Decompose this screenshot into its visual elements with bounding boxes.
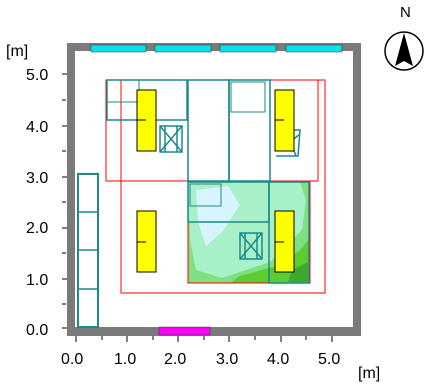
- luminaire: [136, 210, 157, 273]
- luminaire: [274, 89, 295, 152]
- desk: [189, 183, 222, 207]
- window: [90, 44, 147, 53]
- illum-edge: [288, 262, 308, 282]
- window: [285, 44, 343, 53]
- north-arrow-icon: [395, 33, 413, 66]
- luminaire: [136, 89, 157, 152]
- x-tick-label: 5.0: [318, 351, 340, 368]
- x-tick-label: 1.0: [114, 351, 136, 368]
- y-tick-marks: [62, 73, 68, 329]
- north-compass: N: [384, 4, 424, 71]
- y-tick-label: 3.0: [26, 170, 48, 187]
- luminaire: [274, 210, 295, 273]
- desk: [230, 81, 266, 113]
- door: [158, 326, 211, 336]
- window: [154, 44, 212, 53]
- x-tick-label: 4.0: [267, 351, 289, 368]
- y-tick-labels: 5.0 4.0 3.0 2.0 1.0 0.0: [26, 67, 48, 339]
- x-tick-label: 3.0: [216, 351, 238, 368]
- y-tick-label: 0.0: [26, 322, 48, 339]
- x-tick-labels: 0.0 1.0 2.0 3.0 4.0 5.0: [61, 351, 340, 368]
- x-tick-label: 2.0: [164, 351, 186, 368]
- desk: [228, 79, 271, 182]
- y-tick-label: 2.0: [26, 220, 48, 237]
- desk: [268, 181, 310, 284]
- illum-high: [196, 186, 240, 246]
- y-tick-label: 1.0: [26, 272, 48, 289]
- luminaires: [136, 89, 295, 273]
- x-tick-label: 0.0: [61, 351, 83, 368]
- x-axis-unit: [m]: [358, 365, 380, 382]
- window: [219, 44, 277, 53]
- y-tick-label: 4.0: [26, 119, 48, 136]
- x-tick-marks: [75, 336, 333, 342]
- y-axis-unit: [m]: [6, 43, 28, 60]
- compass-label: N: [400, 4, 411, 21]
- chair: [239, 232, 263, 260]
- windows: [90, 44, 343, 53]
- chair: [159, 125, 183, 153]
- y-tick-label: 5.0: [26, 67, 48, 84]
